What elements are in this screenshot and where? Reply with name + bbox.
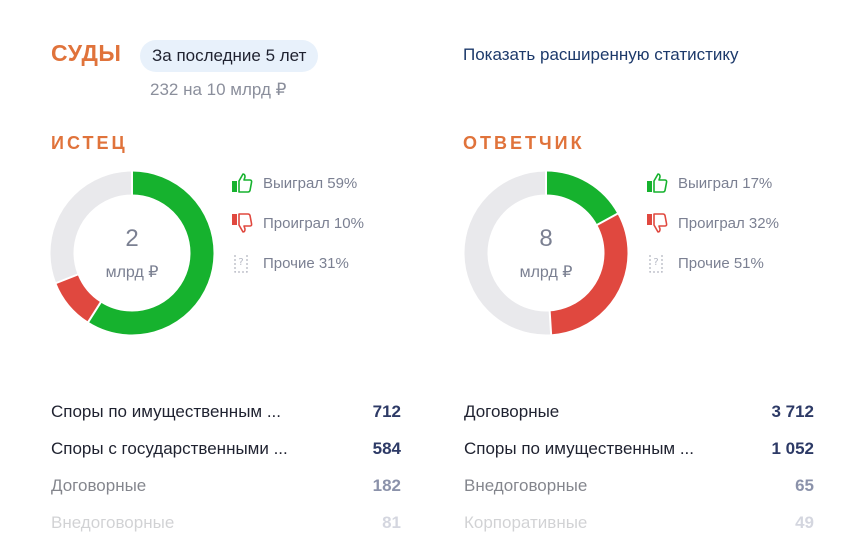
defendant-section-title: ОТВЕТЧИК: [463, 133, 585, 153]
category-label: Споры с государственными ...: [51, 439, 288, 458]
donut-separator: [86, 301, 103, 324]
defendant-total-unit: млрд ₽: [519, 264, 573, 281]
plaintiff-donut-chart: [50, 171, 214, 335]
list-item[interactable]: Договорные 182: [51, 474, 401, 498]
legend-lost: Проиграл 10%: [231, 212, 364, 234]
thumbs-up-icon: [647, 173, 668, 193]
summary-text: 232 на 10 млрд ₽: [150, 80, 287, 99]
list-item[interactable]: Внедоговорные 65: [464, 474, 814, 498]
defendant-category-list: Договорные 3 712 Споры по имущественным …: [464, 400, 814, 535]
plaintiff-total-unit: млрд ₽: [105, 264, 159, 281]
category-label: Договорные: [464, 402, 560, 421]
list-item[interactable]: Споры по имущественным ... 712: [51, 400, 401, 424]
donut-separator: [54, 273, 79, 285]
category-count: 81: [382, 513, 401, 532]
plaintiff-section-title: ИСТЕЦ: [51, 133, 128, 153]
category-count: 65: [795, 476, 814, 495]
show-extended-stats-link[interactable]: Показать расширенную статистику: [463, 45, 739, 64]
defendant-legend: Выиграл 17% Проиграл 32% ? Прочие 51%: [646, 172, 779, 274]
thumbs-down-icon: [232, 213, 253, 233]
legend-other-label: Прочие 31%: [263, 254, 349, 272]
category-count: 182: [372, 476, 401, 495]
category-label: Споры по имущественным ...: [51, 402, 281, 421]
donut-separator: [548, 310, 553, 335]
legend-won-label: Выиграл 59%: [263, 174, 358, 192]
page-title: СУДЫ: [51, 40, 122, 66]
category-count: 584: [372, 439, 401, 458]
category-count: 712: [372, 402, 401, 421]
category-label: Корпоративные: [464, 513, 588, 532]
category-label: Внедоговорные: [464, 476, 588, 495]
svg-text:?: ?: [653, 257, 658, 268]
plaintiff-legend: Выиграл 59% Проиграл 10% ? Прочие 31%: [231, 172, 364, 274]
question-doc-icon: ?: [649, 255, 663, 273]
legend-lost-label: Проиграл 10%: [263, 214, 364, 232]
defendant-donut-chart: [464, 171, 628, 335]
legend-lost-label: Проиграл 32%: [678, 214, 779, 232]
plaintiff-total-value: 2: [125, 225, 139, 252]
category-label: Внедоговорные: [51, 513, 175, 532]
question-doc-icon: ?: [234, 255, 248, 273]
legend-won-label: Выиграл 17%: [678, 174, 773, 192]
category-label: Споры по имущественным ...: [464, 439, 694, 458]
list-item[interactable]: Споры по имущественным ... 1 052: [464, 437, 814, 461]
list-item[interactable]: Споры с государственными ... 584: [51, 437, 401, 461]
defendant-total-value: 8: [539, 225, 553, 252]
legend-lost: Проиграл 32%: [646, 212, 779, 234]
list-item[interactable]: Корпоративные 49: [464, 511, 814, 535]
list-item[interactable]: Внедоговорные 81: [51, 511, 401, 535]
legend-other-label: Прочие 51%: [678, 254, 764, 272]
thumbs-up-icon: [232, 173, 253, 193]
category-label: Договорные: [51, 476, 147, 495]
category-count: 1 052: [771, 439, 814, 458]
donut-segment-lost: [464, 171, 628, 335]
legend-won: Выиграл 59%: [231, 172, 364, 194]
category-count: 49: [795, 513, 814, 532]
category-count: 3 712: [771, 402, 814, 421]
plaintiff-category-list: Споры по имущественным ... 712 Споры с г…: [51, 400, 401, 535]
donut-separator: [595, 212, 619, 227]
thumbs-down-icon: [647, 213, 668, 233]
legend-other: ? Прочие 51%: [646, 252, 779, 274]
period-selector[interactable]: За последние 5 лет: [140, 40, 319, 72]
list-item[interactable]: Договорные 3 712: [464, 400, 814, 424]
legend-other: ? Прочие 31%: [231, 252, 364, 274]
svg-text:?: ?: [238, 257, 243, 268]
legend-won: Выиграл 17%: [646, 172, 779, 194]
